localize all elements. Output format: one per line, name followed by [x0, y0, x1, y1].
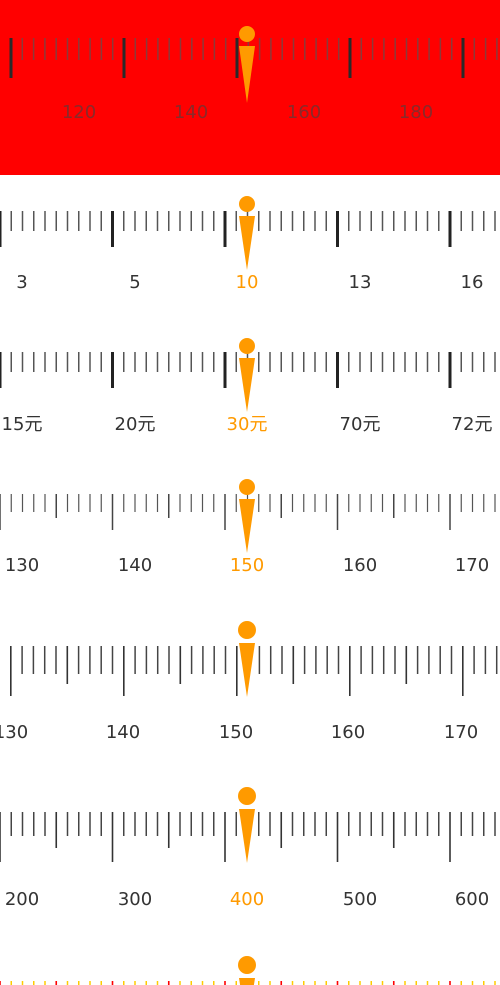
selected-value-label: 30元 — [227, 414, 268, 435]
pointer-indicator-icon[interactable] — [239, 196, 255, 270]
tick-label: 180 — [399, 102, 433, 123]
tick-label: 72元 — [452, 414, 493, 435]
ruler-red[interactable]: 120 140 160 180 — [0, 0, 500, 175]
pointer-indicator-icon[interactable] — [239, 479, 255, 553]
tick-label: 300 — [118, 889, 152, 910]
tick-label: 130 — [5, 555, 39, 576]
tick-label: 130 — [0, 722, 28, 743]
tick-label: 16 — [461, 272, 484, 293]
ruler-dense-scale[interactable]: 130 140 150 160 170 — [0, 600, 500, 765]
pointer-indicator-icon[interactable] — [238, 787, 256, 863]
tick-label: 200 — [5, 889, 39, 910]
tick-label: 160 — [331, 722, 365, 743]
tick-label: 15元 — [2, 414, 43, 435]
ruler-colored-scale[interactable] — [0, 930, 500, 985]
pointer-indicator-icon[interactable] — [239, 26, 255, 103]
ruler-dense[interactable]: 130 140 150 160 170 — [0, 600, 500, 765]
pointer-indicator-icon[interactable] — [239, 338, 255, 412]
tick-label: 5 — [129, 272, 140, 293]
tick-label: 3 — [16, 272, 27, 293]
tick-label: 160 — [343, 555, 377, 576]
tick-label: 13 — [349, 272, 372, 293]
ruler-colored[interactable] — [0, 930, 500, 985]
tick-label: 170 — [455, 555, 489, 576]
pointer-indicator-icon[interactable] — [238, 956, 256, 985]
tick-label: 160 — [287, 102, 321, 123]
ruler-red-scale[interactable]: 120 140 160 180 — [0, 0, 500, 175]
tick-label: 150 — [219, 722, 253, 743]
tick-label: 170 — [444, 722, 478, 743]
pointer-indicator-icon[interactable] — [238, 621, 256, 697]
tick-label: 120 — [62, 102, 96, 123]
tick-label: 140 — [118, 555, 152, 576]
selected-value-label: 400 — [230, 889, 264, 910]
tick-label: 600 — [455, 889, 489, 910]
ruler-int-custom-scale[interactable]: 3 5 10 13 16 — [0, 175, 500, 320]
tick-label: 70元 — [340, 414, 381, 435]
tick-label: 500 — [343, 889, 377, 910]
ruler-thin-scale[interactable]: 130 140 150 160 170 — [0, 460, 500, 600]
ruler-hundreds-scale[interactable]: 200 300 400 500 600 — [0, 765, 500, 930]
ruler-yuan-scale[interactable]: 15元 20元 30元 70元 72元 — [0, 320, 500, 460]
tick-label: 20元 — [115, 414, 156, 435]
selected-value-label: 150 — [230, 555, 264, 576]
tick-label: 140 — [106, 722, 140, 743]
ruler-hundreds[interactable]: 200 300 400 500 600 — [0, 765, 500, 930]
ruler-yuan[interactable]: 15元 20元 30元 70元 72元 — [0, 320, 500, 460]
tick-label: 140 — [174, 102, 208, 123]
selected-value-label: 10 — [236, 272, 259, 293]
ruler-thin[interactable]: 130 140 150 160 170 — [0, 460, 500, 600]
ruler-int-custom[interactable]: 3 5 10 13 16 — [0, 175, 500, 320]
